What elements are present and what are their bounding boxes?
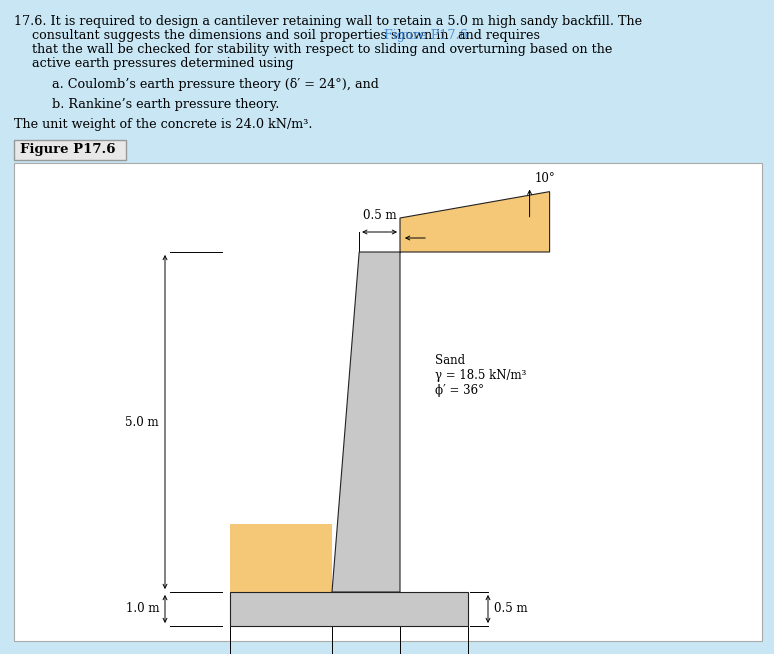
Text: 0.5 m: 0.5 m [494,602,528,615]
Text: consultant suggests the dimensions and soil properties shown in: consultant suggests the dimensions and s… [32,29,453,42]
Text: 1.0 m: 1.0 m [125,602,159,615]
Text: active earth pressures determined using: active earth pressures determined using [32,57,293,70]
Text: 5.0 m: 5.0 m [125,415,159,428]
Text: ϕ′ = 36°: ϕ′ = 36° [435,384,484,397]
Text: 10°: 10° [535,171,556,184]
Bar [230,524,332,592]
Text: a. Coulomb’s earth pressure theory (δ′ = 24°), and: a. Coulomb’s earth pressure theory (δ′ =… [52,78,379,91]
Polygon shape [332,252,400,592]
Bar [14,163,762,641]
Text: The unit weight of the concrete is 24.0 kN/m³.: The unit weight of the concrete is 24.0 … [14,118,313,131]
Bar [230,592,468,626]
Text: γ = 18.5 kN/m³: γ = 18.5 kN/m³ [435,369,526,382]
Text: 0.5 m: 0.5 m [363,209,396,222]
Text: 17.6. It is required to design a cantilever retaining wall to retain a 5.0 m hig: 17.6. It is required to design a cantile… [14,15,642,28]
Text: and requires: and requires [454,29,540,42]
Bar [14,140,126,160]
Polygon shape [400,192,550,252]
Text: Figure P17.6: Figure P17.6 [20,143,115,156]
Text: that the wall be checked for stability with respect to sliding and overturning b: that the wall be checked for stability w… [32,43,612,56]
Text: Figure P17.6: Figure P17.6 [384,29,467,42]
Text: b. Rankine’s earth pressure theory.: b. Rankine’s earth pressure theory. [52,98,279,111]
Text: Sand: Sand [435,354,465,367]
